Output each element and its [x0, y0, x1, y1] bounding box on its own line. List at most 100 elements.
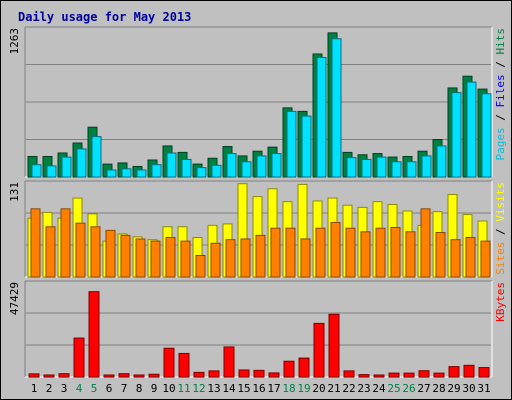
bar-kbytes — [223, 346, 235, 378]
bar-kbytes — [478, 367, 490, 378]
x-tick-label: 9 — [151, 382, 158, 395]
bar-kbytes — [268, 372, 280, 378]
bar-files — [436, 145, 447, 178]
legend: Pages / Files / Hits — [494, 28, 507, 161]
bar-kbytes — [313, 322, 325, 378]
bar-files — [91, 136, 102, 178]
bar-sites — [405, 231, 416, 278]
x-tick-label: 28 — [432, 382, 445, 395]
bar-sites — [255, 234, 266, 278]
bar-kbytes — [118, 373, 130, 378]
bar-files — [181, 158, 192, 178]
x-tick-label: 11 — [177, 382, 190, 395]
bar-kbytes — [463, 364, 475, 378]
bar-files — [196, 167, 207, 178]
bar-sites — [345, 227, 356, 278]
bar-kbytes — [448, 366, 460, 378]
legend-item: Sites — [494, 242, 507, 275]
bar-sites — [45, 226, 56, 278]
bar-sites — [225, 239, 236, 278]
bar-sites — [60, 208, 71, 278]
x-tick-label: 26 — [402, 382, 415, 395]
x-tick-label: 30 — [462, 382, 475, 395]
bar-sites — [105, 229, 116, 278]
bar-files — [331, 38, 342, 178]
x-tick-label: 6 — [106, 382, 113, 395]
x-tick-label: 23 — [357, 382, 370, 395]
bar-files — [316, 56, 327, 178]
x-tick-label: 19 — [297, 382, 310, 395]
x-tick-label: 16 — [252, 382, 265, 395]
bar-kbytes — [343, 370, 355, 378]
bar-files — [256, 155, 267, 178]
x-tick-label: 22 — [342, 382, 355, 395]
bar-files — [466, 81, 477, 178]
bar-files — [106, 169, 117, 178]
bar-sites — [420, 208, 431, 278]
bar-files — [46, 165, 57, 178]
bar-files — [361, 158, 372, 178]
x-tick-label: 8 — [136, 382, 143, 395]
bar-files — [406, 161, 417, 178]
bar-files — [376, 156, 387, 178]
bar-kbytes — [358, 374, 370, 378]
bar-files — [286, 110, 297, 178]
bar-sites — [360, 231, 371, 278]
x-tick-label: 27 — [417, 382, 430, 395]
bar-sites — [375, 227, 386, 278]
x-tick-label: 15 — [237, 382, 250, 395]
bar-kbytes — [283, 360, 295, 378]
bar-files — [271, 153, 282, 178]
x-tick-label: 5 — [91, 382, 98, 395]
panel-hits_files_pages: 1263 Pages / Files / Hits — [8, 26, 507, 178]
x-tick-label: 10 — [162, 382, 175, 395]
bar-kbytes — [178, 352, 190, 378]
bar-sites — [195, 254, 206, 278]
bar-sites — [285, 227, 296, 278]
plot-area — [25, 281, 492, 377]
bar-kbytes — [253, 369, 265, 378]
bar-kbytes — [88, 291, 100, 378]
bar-sites — [165, 237, 176, 278]
legend-item: Hits — [494, 28, 507, 55]
bar-sites — [390, 226, 401, 278]
x-tick-label: 12 — [192, 382, 205, 395]
y-max-label: 131 — [8, 182, 21, 202]
bar-kbytes — [43, 374, 55, 378]
bar-sites — [480, 240, 491, 278]
x-tick-label: 14 — [222, 382, 236, 395]
x-tick-label: 29 — [447, 382, 460, 395]
bar-files — [346, 157, 357, 178]
bar-files — [226, 153, 237, 178]
bar-kbytes — [193, 371, 205, 378]
bar-sites — [450, 239, 461, 278]
bar-files — [301, 115, 312, 178]
bar-kbytes — [133, 374, 145, 378]
bar-files — [151, 164, 162, 178]
bar-sites — [180, 240, 191, 278]
bar-sites — [270, 227, 281, 278]
bar-kbytes — [433, 372, 445, 378]
bar-sites — [120, 234, 131, 278]
legend: KBytes — [494, 282, 507, 322]
bar-sites — [150, 240, 161, 278]
bar-sites — [75, 222, 86, 278]
legend-item: KBytes — [494, 282, 507, 322]
bar-kbytes — [58, 373, 70, 378]
panel-visits_sites: 131 Sites / Visits — [8, 180, 507, 278]
bar-files — [121, 168, 132, 178]
legend-item: / — [494, 55, 507, 75]
bar-kbytes — [388, 372, 400, 378]
bar-files — [451, 92, 462, 178]
x-tick-label: 3 — [61, 382, 68, 395]
bar-sites — [435, 232, 446, 278]
bar-files — [391, 161, 402, 178]
x-tick-label: 13 — [207, 382, 220, 395]
x-tick-label: 20 — [312, 382, 325, 395]
bar-files — [76, 148, 87, 178]
x-tick-label: 1 — [31, 382, 38, 395]
bar-files — [211, 164, 222, 178]
x-tick-label: 31 — [477, 382, 490, 395]
bar-kbytes — [73, 337, 85, 378]
x-tick-label: 24 — [372, 382, 386, 395]
